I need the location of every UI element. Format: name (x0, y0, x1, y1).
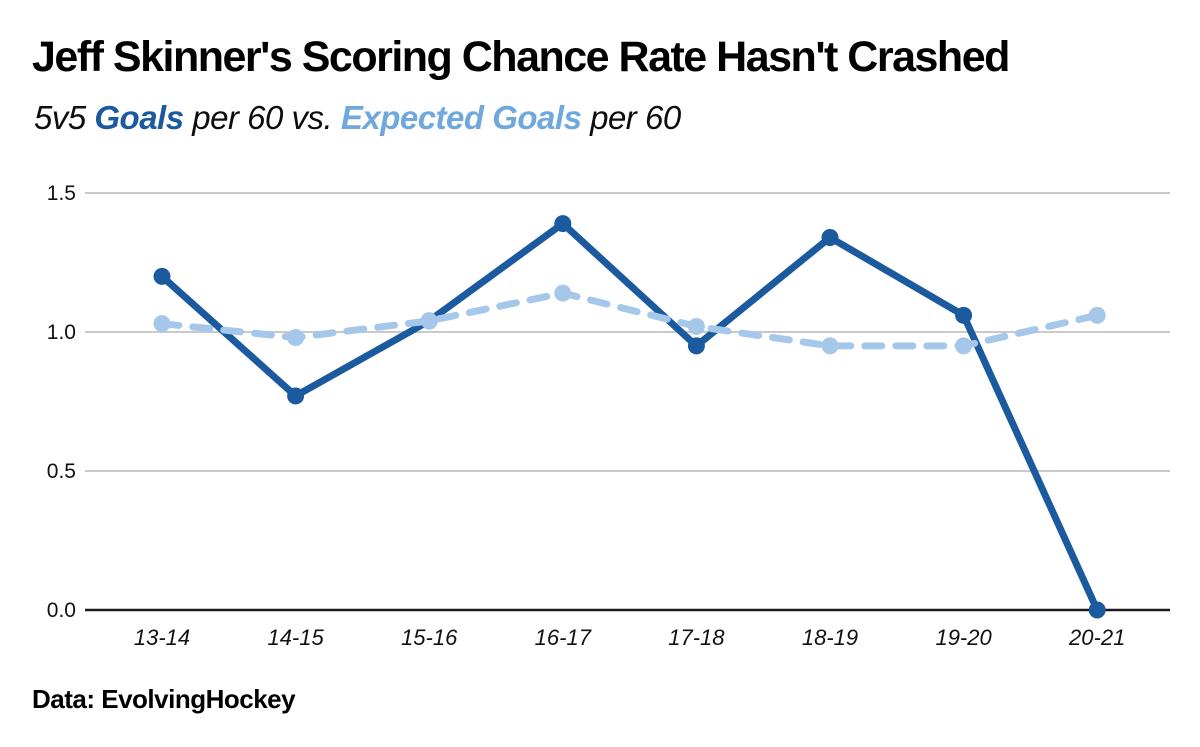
expected-goals-point (955, 337, 973, 355)
subtitle-goals-label: Goals (94, 99, 184, 136)
goals-point (554, 215, 572, 233)
goals-point (687, 337, 705, 355)
goals-point (153, 267, 171, 285)
expected-goals-point (1088, 306, 1106, 324)
subtitle-middle: per 60 vs. (183, 99, 341, 136)
x-tick-label: 19-20 (935, 625, 992, 650)
y-tick-label: 1.0 (47, 321, 76, 344)
subtitle-prefix: 5v5 (34, 99, 95, 136)
y-tick-label: 0.5 (47, 460, 76, 483)
x-tick-label: 14-15 (267, 625, 324, 650)
expected-goals-point (554, 284, 572, 302)
goals-point (1088, 601, 1106, 619)
goals-point (955, 306, 973, 324)
x-tick-label: 15-16 (401, 625, 458, 650)
expected-goals-point (687, 317, 705, 335)
subtitle-suffix: per 60 (581, 99, 681, 136)
expected-goals-line (158, 289, 1101, 350)
x-tick-label: 16-17 (535, 625, 592, 650)
axis-label-layer: 0.0 0.5 1.0 1.5 13-14 14-15 15-16 16-17 17-18 18-… (47, 182, 1126, 650)
x-tick-label: 13-14 (134, 625, 190, 650)
data-credit: Data: EvolvingHockey (32, 684, 296, 714)
subtitle-expected-goals-label: Expected Goals (340, 99, 582, 136)
y-tick-label: 0.0 (47, 599, 76, 622)
x-tick-label: 18-19 (802, 625, 858, 650)
series-layer (153, 215, 1106, 619)
x-tick-label: 17-18 (668, 625, 725, 650)
grid-layer (85, 192, 1170, 612)
expected-goals-point (153, 315, 171, 333)
y-tick-label: 1.5 (47, 182, 76, 205)
expected-goals-point (821, 337, 839, 355)
goals-line (158, 220, 1101, 614)
expected-goals-point (287, 329, 305, 347)
chart-title: Jeff Skinner's Scoring Chance Rate Hasn'… (32, 33, 1010, 81)
goals-point (821, 228, 839, 246)
expected-goals-point (420, 312, 438, 330)
x-tick-label: 20-21 (1068, 625, 1125, 650)
chart-subtitle: 5v5 Goals per 60 vs. Expected Goals per … (34, 99, 681, 137)
goals-point (287, 387, 305, 405)
